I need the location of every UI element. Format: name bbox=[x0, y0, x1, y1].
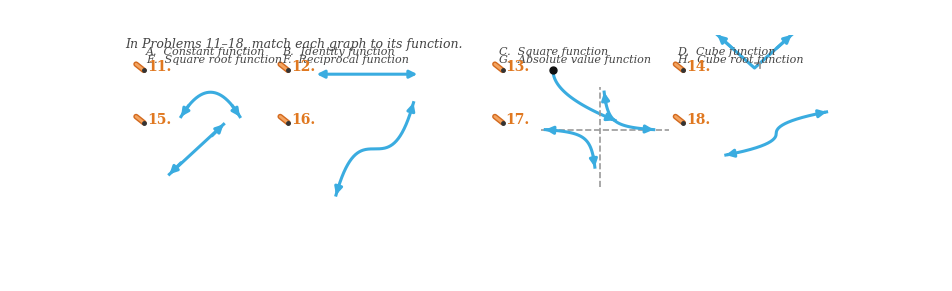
Text: B.  Identity function: B. Identity function bbox=[282, 47, 394, 57]
Text: In Problems 11–18, match each graph to its function.: In Problems 11–18, match each graph to i… bbox=[126, 38, 463, 51]
Text: 17.: 17. bbox=[506, 113, 530, 127]
Text: C.  Square function: C. Square function bbox=[499, 47, 608, 57]
Text: 12.: 12. bbox=[291, 60, 315, 74]
Text: 14.: 14. bbox=[686, 60, 711, 74]
Text: H.  Cube root function: H. Cube root function bbox=[677, 55, 803, 65]
Text: F.  Reciprocal function: F. Reciprocal function bbox=[282, 55, 408, 65]
Text: 11.: 11. bbox=[147, 60, 171, 74]
Text: G.  Absolute value function: G. Absolute value function bbox=[499, 55, 651, 65]
Text: D.  Cube function: D. Cube function bbox=[677, 47, 775, 57]
Text: E.  Square root function: E. Square root function bbox=[146, 55, 282, 65]
Text: A.  Constant function: A. Constant function bbox=[146, 47, 266, 57]
Text: 18.: 18. bbox=[686, 113, 710, 127]
Text: 16.: 16. bbox=[291, 113, 315, 127]
Text: 13.: 13. bbox=[506, 60, 530, 74]
Text: 15.: 15. bbox=[147, 113, 171, 127]
